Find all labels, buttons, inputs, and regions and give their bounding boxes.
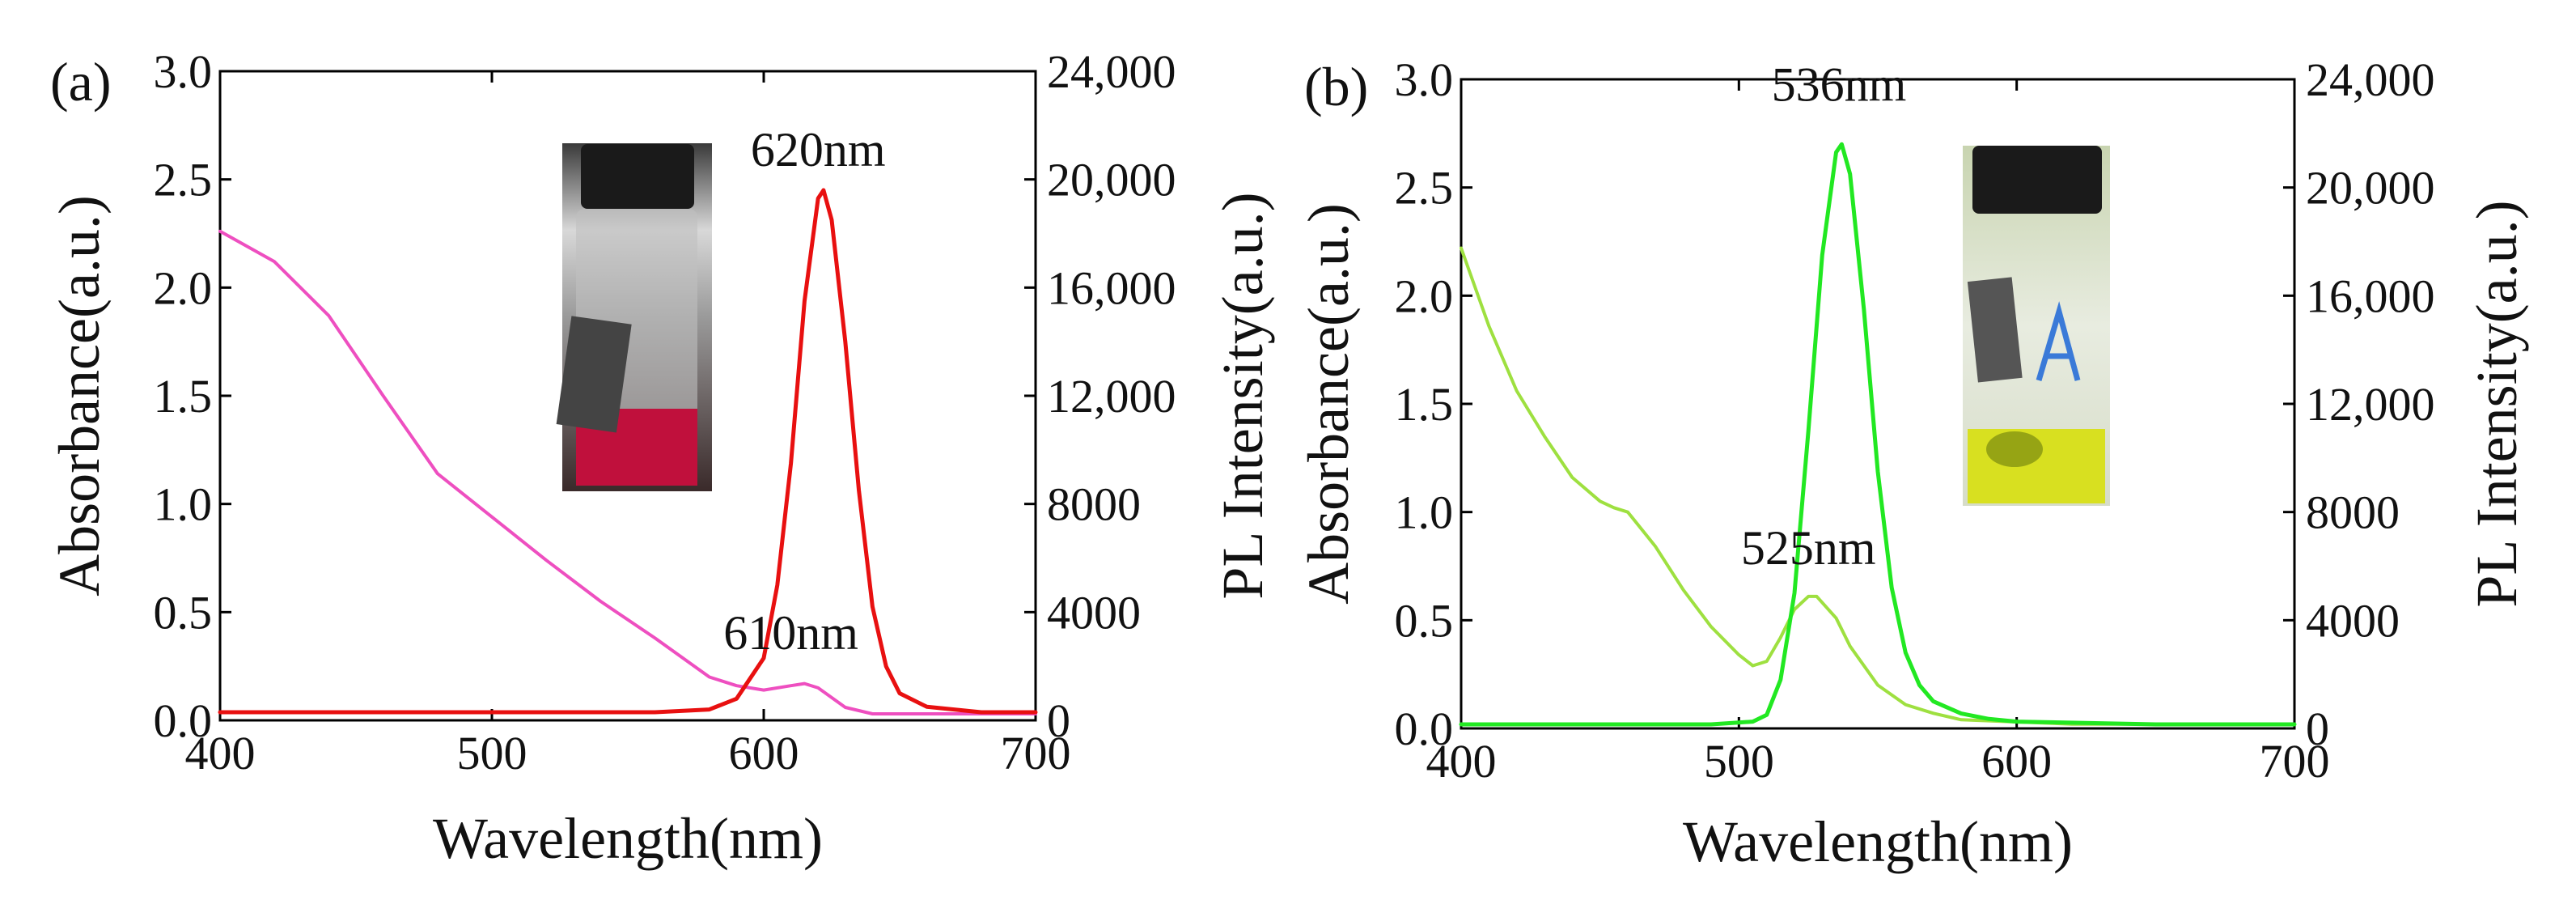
panel-a-series <box>218 188 1038 715</box>
panel-b-right-y-axis-title: PL Intensity(a.u.) <box>2464 200 2529 607</box>
vial-photo-a <box>556 143 712 491</box>
y-left-tick-label: 1.5 <box>154 370 213 422</box>
y-left-tick-label: 3.0 <box>1395 53 1454 106</box>
panel-b-annotations: 536nm 525nm <box>1741 58 1906 575</box>
panel-a-right-y-axis-title: PL Intensity(a.u.) <box>1210 192 1275 599</box>
y-left-tick-label: 0.5 <box>154 586 213 639</box>
panel-b-chart: (b) 400 500 600 700 0.0 0.5 1.0 1.5 2.0 2.5 3.0 0… <box>1296 53 2529 874</box>
y-left-tick-label: 1.0 <box>1395 486 1454 539</box>
absorbance-line-b <box>1460 246 2296 726</box>
y-right-tick-label: 0 <box>1047 694 1070 747</box>
panel-b-left-y-axis: 0.0 0.5 1.0 1.5 2.0 2.5 3.0 <box>1395 53 1472 755</box>
x-tick-label: 500 <box>1704 735 1774 788</box>
panel-b-right-y-axis: 0 4000 8000 12,000 16,000 20,000 24,000 <box>2283 53 2435 755</box>
x-tick-label: 400 <box>185 727 256 779</box>
panel-b-x-axis-title: Wavelength(nm) <box>1683 809 2073 874</box>
y-left-tick-label: 0.0 <box>1395 703 1454 755</box>
x-tick-label: 600 <box>729 727 799 779</box>
panel-a-annotations: 620nm 610nm <box>723 123 885 660</box>
y-right-tick-label: 16,000 <box>1047 261 1176 314</box>
peak-annotation: 610nm <box>723 606 858 660</box>
y-left-tick-label: 2.0 <box>1395 270 1454 322</box>
panel-b-series <box>1459 142 2297 727</box>
panel-a-left-y-axis-title: Absorbance(a.u.) <box>47 195 112 596</box>
y-right-tick-label: 0 <box>2306 703 2329 755</box>
y-right-tick-label: 20,000 <box>1047 154 1176 206</box>
x-tick-label: 600 <box>1981 735 2052 788</box>
panel-a-x-axis: 400 500 600 700 <box>185 71 1071 779</box>
panel-a-x-axis-title: Wavelength(nm) <box>433 806 823 871</box>
panel-b-x-axis: 400 500 600 700 <box>1426 79 2330 788</box>
absorbance-line-a <box>218 229 1037 715</box>
panel-b-plot-frame <box>1460 78 2296 730</box>
panel-a-label: (a) <box>50 51 111 112</box>
panel-b-label: (b) <box>1304 56 1368 117</box>
y-right-tick-label: 24,000 <box>1047 45 1176 98</box>
y-left-tick-label: 0.0 <box>154 694 213 747</box>
y-left-tick-label: 3.0 <box>154 45 213 98</box>
vial-photo-b <box>1963 146 2110 506</box>
y-right-tick-label: 20,000 <box>2306 162 2435 214</box>
panel-a-chart: (a) 400 500 600 700 0.0 0.5 1.0 1.5 2.0 2.5 3.0 0… <box>47 45 1275 871</box>
panel-b-left-y-axis-title: Absorbance(a.u.) <box>1296 203 1361 605</box>
peak-annotation: 525nm <box>1741 521 1876 575</box>
y-right-tick-label: 8000 <box>2306 486 2400 539</box>
x-tick-label: 700 <box>1001 727 1071 779</box>
pl-intensity-line-b <box>1459 142 2297 727</box>
y-left-tick-label: 0.5 <box>1395 594 1454 647</box>
peak-annotation: 620nm <box>751 123 886 176</box>
panel-a-right-y-axis: 0 4000 8000 12,000 16,000 20,000 24,000 <box>1024 45 1176 747</box>
y-right-tick-label: 16,000 <box>2306 270 2435 322</box>
panel-a-left-y-axis: 0.0 0.5 1.0 1.5 2.0 2.5 3.0 <box>154 45 231 747</box>
y-left-tick-label: 2.5 <box>154 154 213 206</box>
x-tick-label: 400 <box>1426 735 1497 788</box>
y-right-tick-label: 4000 <box>1047 586 1141 639</box>
pl-intensity-line-a <box>218 188 1038 715</box>
x-tick-label: 500 <box>457 727 527 779</box>
y-left-tick-label: 2.5 <box>1395 162 1454 214</box>
y-left-tick-label: 2.0 <box>154 261 213 314</box>
y-left-tick-label: 1.5 <box>1395 378 1454 431</box>
y-right-tick-label: 12,000 <box>1047 370 1176 422</box>
y-right-tick-label: 12,000 <box>2306 378 2435 431</box>
y-right-tick-label: 24,000 <box>2306 53 2435 106</box>
y-right-tick-label: 8000 <box>1047 478 1141 531</box>
y-left-tick-label: 1.0 <box>154 478 213 531</box>
y-right-tick-label: 4000 <box>2306 594 2400 647</box>
peak-annotation: 536nm <box>1772 58 1907 112</box>
x-tick-label: 700 <box>2260 735 2330 788</box>
